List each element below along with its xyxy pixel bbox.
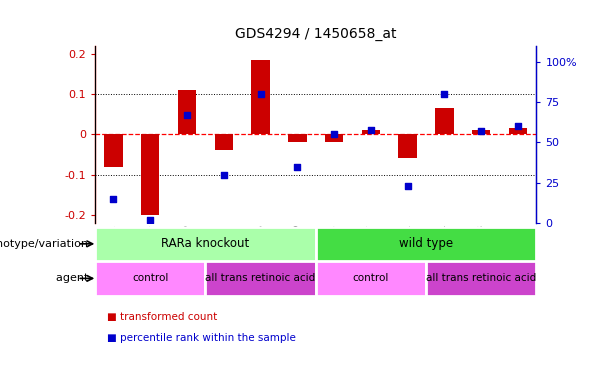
Bar <box>325 134 343 142</box>
Bar <box>362 131 380 134</box>
Text: RARa knockout: RARa knockout <box>161 237 249 250</box>
Point <box>476 128 486 134</box>
Title: GDS4294 / 1450658_at: GDS4294 / 1450658_at <box>235 27 397 41</box>
Bar <box>215 134 233 151</box>
Bar <box>435 108 454 134</box>
Text: control: control <box>132 273 169 283</box>
Bar <box>95 227 316 261</box>
Bar <box>288 134 306 142</box>
Text: ■ percentile rank within the sample: ■ percentile rank within the sample <box>107 333 296 343</box>
Bar <box>178 90 196 134</box>
Point <box>403 183 413 189</box>
Bar <box>472 131 490 134</box>
Point <box>292 164 302 170</box>
Bar <box>316 261 426 296</box>
Point <box>513 123 523 129</box>
Bar <box>316 227 536 261</box>
Point <box>219 172 229 178</box>
Text: all trans retinoic acid: all trans retinoic acid <box>426 273 536 283</box>
Bar <box>509 128 527 134</box>
Bar <box>104 134 123 167</box>
Bar <box>95 261 205 296</box>
Text: genotype/variation: genotype/variation <box>0 239 92 249</box>
Bar <box>141 134 159 215</box>
Text: wild type: wild type <box>399 237 453 250</box>
Point <box>182 112 192 118</box>
Point <box>366 126 376 132</box>
Bar <box>398 134 417 159</box>
Point <box>440 91 449 97</box>
Point <box>329 131 339 137</box>
Point <box>256 91 265 97</box>
Bar <box>426 261 536 296</box>
Bar <box>205 261 316 296</box>
Text: agent: agent <box>56 273 92 283</box>
Text: all trans retinoic acid: all trans retinoic acid <box>205 273 316 283</box>
Point <box>145 217 155 223</box>
Point <box>109 195 118 202</box>
Bar <box>251 60 270 134</box>
Text: ■ transformed count: ■ transformed count <box>107 312 218 322</box>
Text: control: control <box>352 273 389 283</box>
